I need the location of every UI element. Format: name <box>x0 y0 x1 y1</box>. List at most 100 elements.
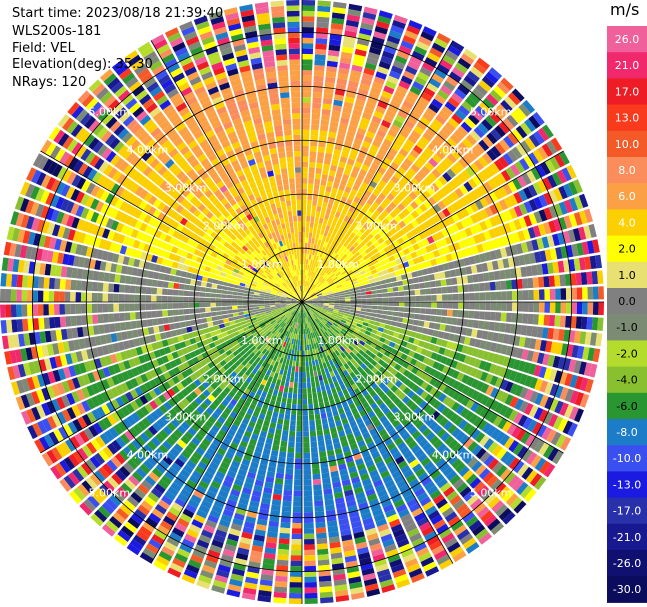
ppi-gate <box>140 311 147 319</box>
ppi-gate <box>398 296 405 302</box>
ppi-gate <box>314 65 325 72</box>
ppi-gate <box>479 302 486 310</box>
ppi-gate <box>381 314 388 320</box>
ppi-gate <box>420 302 427 308</box>
ppi-gate <box>398 45 412 55</box>
ppi-gate <box>294 458 302 464</box>
ppi-gate <box>304 286 307 292</box>
ppi-gate <box>330 209 336 217</box>
ppi-gate <box>307 275 311 282</box>
ppi-gate <box>306 281 310 287</box>
ppi-gate <box>322 483 332 490</box>
ppi-gate <box>303 501 313 507</box>
ppi-gate <box>306 275 309 282</box>
ppi-gate <box>373 76 386 85</box>
ppi-gate <box>532 314 539 325</box>
ppi-gate <box>495 291 502 301</box>
ppi-gate <box>317 200 323 207</box>
ppi-gate <box>313 489 323 496</box>
ppi-gate <box>325 76 336 84</box>
ppi-gate <box>312 97 322 104</box>
ppi-gate <box>285 375 291 382</box>
ppi-gate <box>297 339 301 346</box>
ppi-gate <box>296 420 302 427</box>
ppi-gate <box>213 325 220 331</box>
ppi-gate <box>309 221 314 228</box>
ppi-gate <box>311 108 321 115</box>
ppi-gate <box>327 49 340 57</box>
ppi-gate <box>323 158 332 165</box>
ppi-gate <box>303 474 312 480</box>
ppi-gate <box>528 302 534 313</box>
ppi-gate <box>337 72 349 81</box>
ppi-gate <box>323 378 329 386</box>
ppi-gate <box>364 315 371 320</box>
ppi-gate <box>367 51 380 61</box>
ppi-gate <box>365 312 372 316</box>
ppi-gate <box>371 294 378 298</box>
ppi-gate <box>286 457 294 464</box>
ppi-gate <box>361 17 375 26</box>
ppi-gate <box>527 313 534 325</box>
ppi-gate <box>355 43 369 52</box>
ppi-gate <box>108 313 115 323</box>
ppi-gate <box>302 16 315 22</box>
ppi-gate <box>289 587 302 594</box>
ppi-gate <box>282 391 288 398</box>
ppi-gate <box>291 366 296 372</box>
ppi-gate <box>334 223 341 230</box>
ppi-gate <box>326 180 334 188</box>
ppi-gate <box>328 298 335 301</box>
ppi-gate <box>315 381 320 388</box>
ppi-gate <box>391 281 398 287</box>
ppi-gate <box>313 189 319 196</box>
ppi-gate <box>305 237 309 243</box>
ppi-gate <box>490 302 497 311</box>
ppi-gate <box>591 270 599 285</box>
ppi-gate <box>312 397 319 404</box>
ppi-gate <box>370 86 382 95</box>
ppi-gate <box>338 201 346 209</box>
ppi-gate <box>304 576 317 583</box>
ppi-gate <box>332 154 340 162</box>
ppi-gate <box>488 321 496 331</box>
ppi-gate <box>0 320 8 334</box>
ppi-gate <box>302 328 304 335</box>
ppi-gate <box>302 86 312 92</box>
ppi-gate <box>269 303 276 306</box>
ppi-gate <box>575 272 582 286</box>
ppi-gate <box>371 36 385 45</box>
ppi-gate <box>271 499 282 506</box>
ppi-gate <box>512 302 518 312</box>
ppi-gate <box>368 320 375 325</box>
ppi-gate <box>274 483 283 490</box>
ppi-gate <box>316 206 322 213</box>
ppi-gate <box>290 371 295 378</box>
ppi-gate <box>331 12 346 20</box>
ppi-gate <box>303 442 310 448</box>
ppi-gate <box>484 311 491 321</box>
ppi-gate <box>403 307 410 313</box>
ppi-gate <box>303 328 306 335</box>
ppi-gate <box>388 297 394 302</box>
ppi-gate <box>291 533 302 540</box>
ppi-gate <box>310 354 315 361</box>
ppi-gate <box>436 302 443 309</box>
ppi-gate <box>259 306 265 309</box>
ppi-gate <box>290 555 302 561</box>
ppi-gate <box>314 238 319 245</box>
ppi-gate <box>406 25 421 35</box>
ppi-gate <box>290 376 295 383</box>
ppi-gate <box>312 392 318 399</box>
ppi-gate <box>377 293 383 298</box>
ppi-gate <box>207 321 214 328</box>
ppi-gate <box>331 17 345 25</box>
ppi-gate <box>289 592 302 599</box>
ppi-gate <box>363 67 375 76</box>
ppi-gate <box>311 205 317 212</box>
ppi-gate <box>157 317 164 325</box>
ppi-gate <box>586 316 593 330</box>
ppi-gate <box>296 350 300 356</box>
ppi-gate <box>333 149 342 156</box>
ppi-gate <box>174 322 181 329</box>
